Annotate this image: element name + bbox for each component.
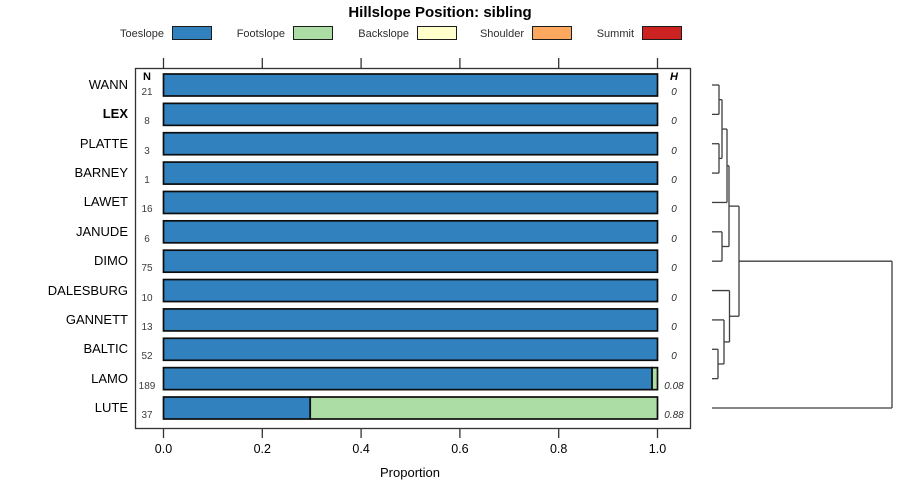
row-label: PLATTE — [79, 135, 128, 151]
row-label: WANN — [88, 77, 128, 92]
row-label: BALTIC — [83, 341, 128, 357]
legend-label-footslope: Footslope — [236, 28, 285, 40]
legend-label-backslope: Backslope — [358, 28, 409, 40]
x-tick-label: 1.0 — [648, 442, 667, 456]
legend-swatch-summit — [642, 26, 682, 40]
bar-segment-toeslope — [162, 190, 659, 215]
h-value: 0 — [671, 233, 677, 245]
h-value: 0 — [671, 292, 677, 304]
legend-label-shoulder: Shoulder — [479, 28, 524, 40]
legend-swatch-shoulder — [532, 26, 572, 40]
h-value: 0 — [671, 87, 677, 98]
h-value: 0.88 — [664, 410, 684, 421]
bar-segment-toeslope — [162, 73, 659, 97]
bar-segment-toeslope — [162, 161, 659, 185]
h-value: 0 — [671, 175, 677, 187]
x-tick-label: 0.8 — [549, 442, 568, 456]
bar-segment-footslope — [309, 396, 659, 420]
h-value: 0 — [671, 351, 677, 363]
h-value: 0 — [671, 204, 677, 216]
bar-segment-toeslope — [162, 131, 659, 156]
plot-border — [134, 67, 692, 430]
n-value: 52 — [141, 351, 153, 363]
bar-segment-footslope — [651, 366, 659, 391]
row-label: LAMO — [91, 370, 128, 386]
bar-segment-toeslope — [162, 366, 653, 391]
legend-label-summit: Summit — [596, 28, 634, 40]
h-value: 0 — [671, 145, 677, 157]
bar-segment-toeslope — [162, 249, 659, 274]
bar-segment-toeslope — [162, 278, 659, 303]
row-label: BARNEY — [74, 165, 128, 181]
n-value: 16 — [141, 204, 153, 216]
legend-swatch-footslope — [293, 26, 333, 40]
row-label: LEX — [102, 106, 128, 122]
x-tick-label: 0.2 — [253, 442, 271, 456]
bar-segment-toeslope — [162, 337, 659, 362]
h-value: 0 — [671, 263, 677, 275]
h-value: 0 — [671, 116, 677, 128]
n-value: 8 — [144, 116, 150, 128]
h-value: 0 — [671, 321, 677, 333]
n-value: 37 — [141, 410, 153, 421]
n-value: 75 — [141, 263, 153, 275]
n-value: 3 — [144, 145, 150, 157]
x-tick-label: 0.6 — [451, 442, 469, 456]
x-axis-title: Proportion — [380, 465, 440, 480]
n-value: 21 — [141, 87, 153, 98]
h-column-header: H — [670, 71, 678, 83]
row-label: JANUDE — [75, 223, 128, 239]
n-value: 1 — [144, 175, 150, 187]
row-label: LUTE — [94, 400, 128, 415]
n-value: 10 — [141, 292, 153, 304]
x-tick-label: 0.0 — [154, 442, 173, 456]
bar-segment-toeslope — [162, 102, 659, 127]
row-label: DIMO — [94, 253, 128, 269]
n-value: 189 — [138, 380, 156, 392]
row-label: GANNETT — [65, 311, 128, 327]
legend-label-toeslope: Toeslope — [119, 28, 164, 40]
legend-swatch-toeslope — [172, 26, 212, 40]
x-tick-label: 0.4 — [352, 442, 370, 456]
bar-segment-toeslope — [162, 219, 659, 244]
row-label: DALESBURG — [47, 282, 128, 298]
row-label: LAWET — [83, 194, 128, 210]
n-column-header: N — [143, 71, 151, 83]
chart-title: Hillslope Position: sibling — [348, 4, 532, 21]
bar-segment-toeslope — [162, 396, 312, 420]
n-value: 6 — [144, 233, 150, 245]
h-value: 0.08 — [664, 380, 684, 392]
n-value: 13 — [141, 321, 153, 333]
bar-segment-toeslope — [162, 308, 659, 332]
legend-swatch-backslope — [417, 26, 457, 40]
